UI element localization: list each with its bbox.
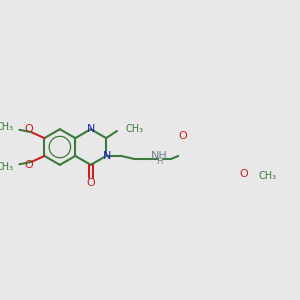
Text: NH: NH <box>151 151 167 161</box>
Text: CH₃: CH₃ <box>0 162 14 172</box>
Text: O: O <box>24 124 33 134</box>
Text: CH₃: CH₃ <box>125 124 143 134</box>
Text: N: N <box>103 151 112 161</box>
Text: O: O <box>24 160 33 170</box>
Text: O: O <box>240 169 248 179</box>
Text: CH₃: CH₃ <box>259 171 277 181</box>
Text: O: O <box>178 131 187 141</box>
Text: H: H <box>156 158 162 166</box>
Text: N: N <box>87 124 95 134</box>
Text: O: O <box>86 178 95 188</box>
Text: CH₃: CH₃ <box>0 122 14 132</box>
